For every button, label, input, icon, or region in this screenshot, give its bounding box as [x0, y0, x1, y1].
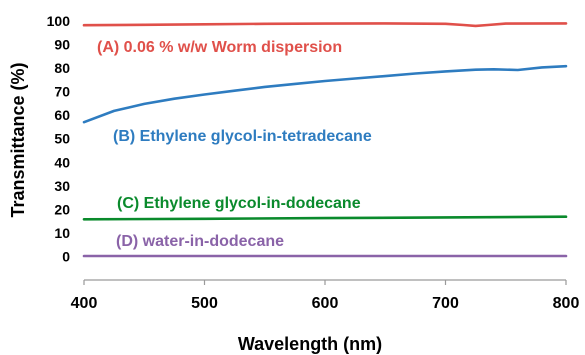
x-tick-label: 800 [553, 295, 580, 312]
y-tick-label: 60 [54, 107, 70, 123]
series-b-line [82, 64, 568, 124]
series-labels: (A) 0.06 % w/w Worm dispersion (B) Ethyle… [97, 39, 372, 250]
series-d-label: (D) water-in-dodecane [116, 233, 284, 250]
x-tick-label: 700 [432, 295, 459, 312]
y-tick-label: 100 [47, 13, 71, 29]
x-tick-label: 500 [191, 295, 218, 312]
y-tick-label: 10 [54, 225, 70, 241]
series-lines [82, 22, 568, 258]
y-tick-label: 50 [54, 131, 70, 147]
y-tick-label: 40 [54, 154, 70, 170]
y-axis-title: Transmittance (%) [8, 62, 28, 217]
x-tick-label: 600 [312, 295, 339, 312]
y-tick-label: 0 [62, 248, 70, 264]
series-a-label: (A) 0.06 % w/w Worm dispersion [97, 39, 342, 56]
series-c-line [82, 215, 568, 221]
x-axis-title: Wavelength (nm) [238, 334, 382, 354]
y-tick-label: 30 [54, 178, 70, 194]
y-tick-label: 90 [54, 37, 70, 53]
y-tick-label: 20 [54, 201, 70, 217]
y-tick-label: 80 [54, 60, 70, 76]
series-b-label: (B) Ethylene glycol-in-tetradecane [113, 128, 372, 145]
series-a-line [82, 22, 568, 28]
y-axis-tick-labels: 0 10 20 30 40 50 60 70 80 90 100 [47, 13, 71, 264]
series-c-label: (C) Ethylene glycol-in-dodecane [117, 195, 361, 212]
x-axis: 400 500 600 700 800 [71, 279, 580, 312]
y-tick-label: 70 [54, 84, 70, 100]
x-tick-label: 400 [71, 295, 98, 312]
